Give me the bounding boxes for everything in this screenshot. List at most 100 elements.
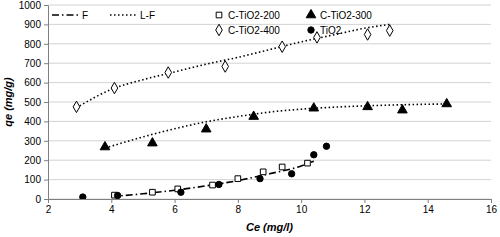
point [442, 98, 452, 106]
tick-mark [238, 199, 239, 203]
tick: 4 [109, 199, 115, 215]
tick-mark [48, 199, 49, 203]
legend-swatch [306, 9, 316, 17]
tick-mark [44, 83, 48, 84]
point [305, 160, 311, 166]
legend-swatch [308, 27, 314, 33]
tick-mark [111, 199, 112, 203]
tick-label: 16 [486, 204, 498, 215]
tick-label: 700 [24, 58, 41, 69]
tick: 200 [24, 155, 48, 166]
tick-label: 10 [296, 204, 308, 215]
tick: 6 [172, 199, 178, 215]
tick-mark [44, 63, 48, 64]
chart: 2 4 6 8 10 12 14 16 0 100 200 300 400 500 600 700 800 900… [0, 0, 500, 237]
grid-line [48, 140, 491, 141]
point [249, 111, 259, 119]
tick: 300 [24, 136, 48, 147]
tick-mark [364, 199, 365, 203]
tick: 8 [236, 199, 242, 215]
point [279, 164, 285, 170]
tick: 16 [486, 199, 498, 215]
x-axis-title: Ce (mg/l) [246, 221, 293, 233]
fit-line [111, 161, 314, 197]
grid-line [48, 199, 491, 200]
point [178, 189, 184, 195]
tick-mark [44, 160, 48, 161]
tick-label: 0 [35, 194, 41, 205]
tick: 400 [24, 116, 48, 127]
point [363, 101, 373, 109]
tick-label: 400 [24, 116, 41, 127]
point [364, 29, 371, 40]
y-axis: 0 100 200 300 400 500 600 700 800 900 1000 [19, 0, 49, 205]
point [165, 67, 172, 78]
point [150, 189, 156, 195]
legend: F L-F C-TiO2-200 C-TiO2-300 C-TiO2-400 TiO2 [52, 9, 372, 35]
grid-line [48, 43, 491, 44]
grid-line [48, 102, 491, 103]
tick-mark [44, 102, 48, 103]
plot-area [73, 24, 451, 199]
tick: 0 [35, 194, 48, 205]
tick-label: 4 [109, 204, 115, 215]
point [398, 105, 408, 113]
tick: 600 [24, 77, 48, 88]
axis-line [48, 6, 49, 200]
grid [48, 5, 491, 199]
point [260, 169, 266, 175]
axis-line [49, 199, 492, 200]
point [210, 182, 216, 188]
tick-mark [44, 121, 48, 122]
tick-mark [175, 199, 176, 203]
tick: 700 [24, 58, 48, 69]
legend-item: C-TiO2-400 [216, 24, 281, 35]
tick: 100 [24, 174, 48, 185]
tick-mark [44, 24, 48, 25]
legend-item: TiO2 [308, 25, 342, 36]
tick: 800 [24, 39, 48, 50]
point [80, 194, 86, 199]
tick: 14 [423, 199, 435, 215]
tick: 1000 [19, 0, 48, 11]
legend-swatch [52, 14, 78, 16]
point [311, 152, 317, 158]
legend-label: C-TiO2-400 [228, 25, 280, 36]
point [235, 176, 241, 182]
tick-label: 300 [24, 136, 41, 147]
point [288, 171, 294, 177]
legend-swatch [216, 24, 223, 35]
tick-label: 500 [24, 97, 41, 108]
tick-mark [44, 5, 48, 6]
tick-label: 6 [172, 204, 178, 215]
grid-line [48, 121, 491, 122]
tick-label: 8 [236, 204, 242, 215]
tick-label: 900 [24, 19, 41, 30]
legend-label: C-TiO2-200 [228, 10, 280, 21]
tick-label: 2 [46, 204, 52, 215]
grid-line [48, 160, 491, 161]
tick: 10 [296, 199, 308, 215]
grid-line [48, 63, 491, 64]
point [216, 181, 222, 187]
legend-item: C-TiO2-300 [306, 9, 372, 20]
legend-item: F [52, 10, 88, 21]
tick-mark [44, 141, 48, 142]
tick: 500 [24, 97, 48, 108]
point [114, 192, 120, 198]
legend-item: L-F [110, 10, 155, 21]
tick-label: 200 [24, 155, 41, 166]
tick-mark [44, 180, 48, 181]
y-axis-title: qe (mg/g) [2, 77, 14, 127]
legend-swatch [216, 12, 222, 18]
tick-label: 1000 [19, 0, 42, 11]
point [148, 138, 158, 146]
point [201, 124, 211, 132]
point [73, 101, 80, 112]
point [111, 82, 118, 93]
tick-label: 14 [423, 204, 435, 215]
tick-label: 12 [359, 204, 371, 215]
tick: 900 [24, 19, 48, 30]
tick-mark [301, 199, 302, 203]
fit-line [80, 24, 390, 105]
